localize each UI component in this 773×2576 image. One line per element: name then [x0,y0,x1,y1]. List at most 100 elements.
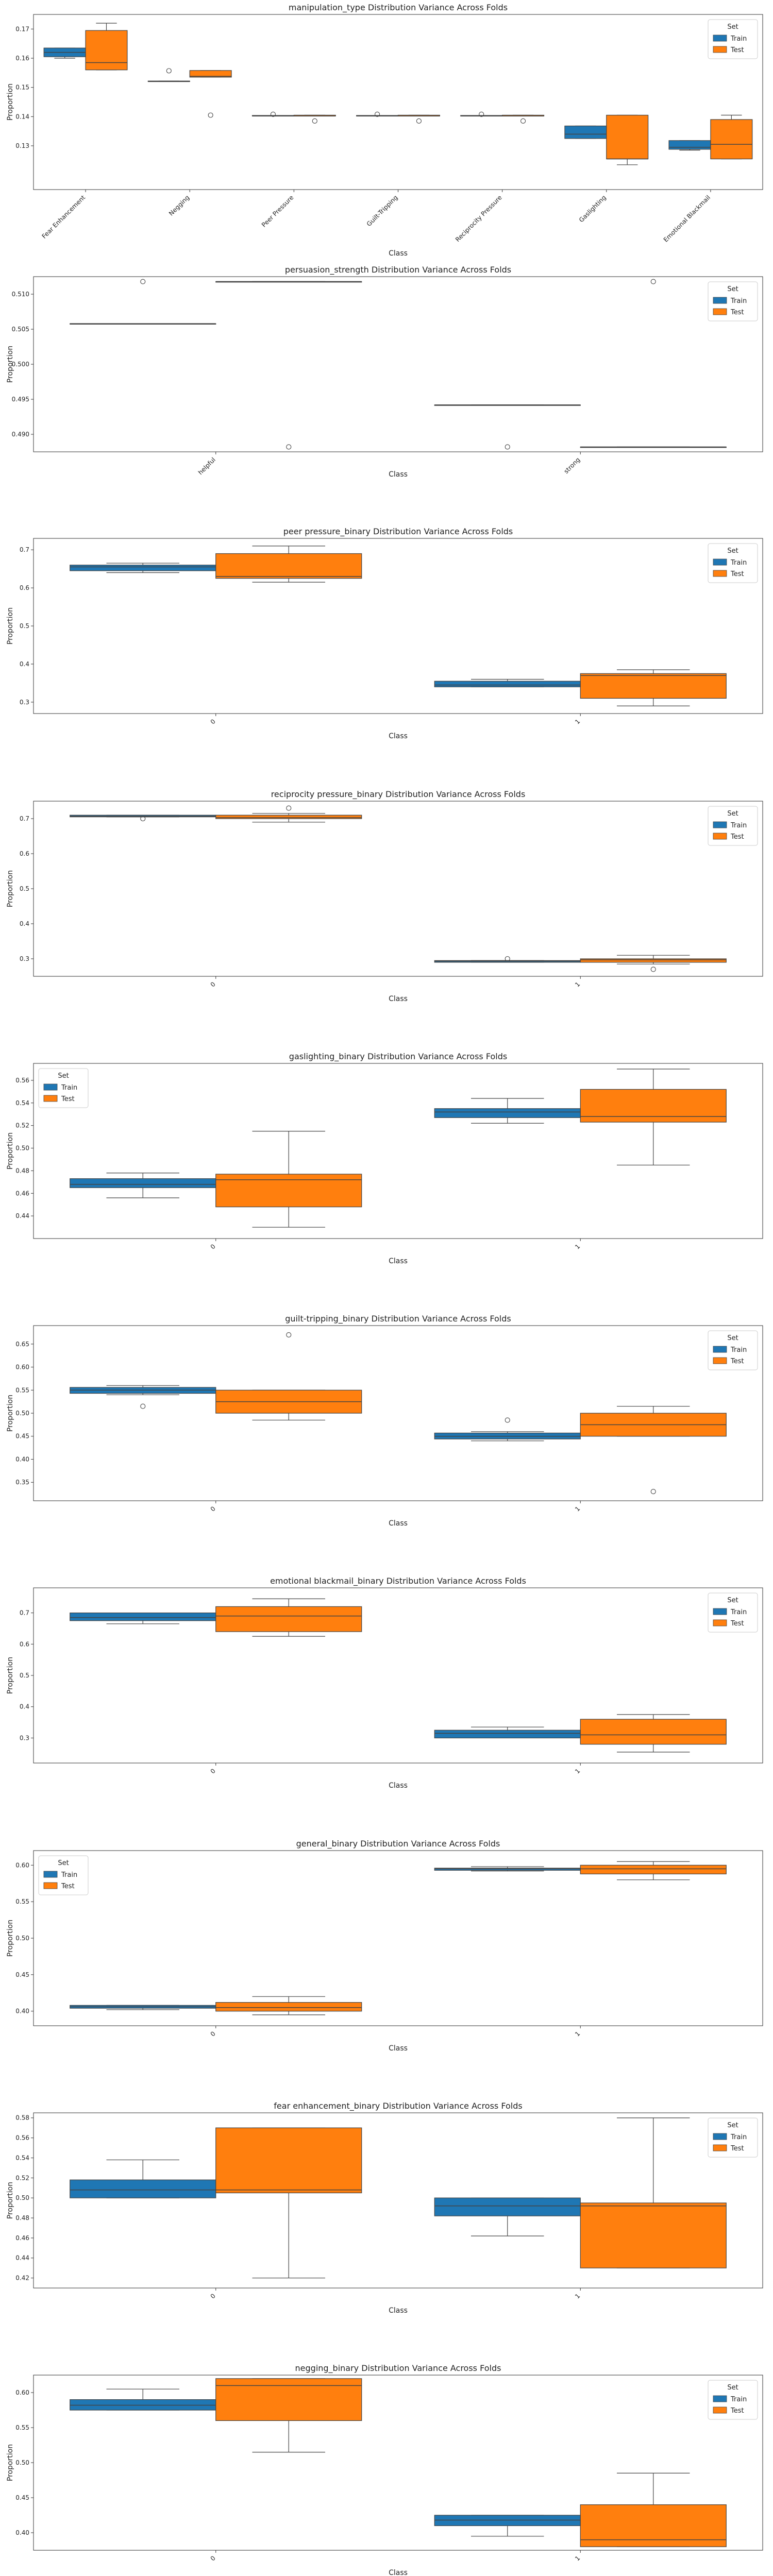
chart-panel: guilt-tripping_binary Distribution Varia… [6,1314,763,1528]
outlier-point [650,1489,656,1495]
x-tick-label: 0 [209,2554,217,2562]
box-body [580,673,727,699]
chart-panel: negging_binary Distribution Variance Acr… [6,2363,763,2576]
outlier-point [140,816,146,822]
y-tick-label: 0.55 [15,2424,29,2431]
y-tick-label: 0.60 [15,1861,29,1869]
box-test-1 [580,669,727,706]
y-tick-label: 0.44 [15,1212,29,1219]
legend: Set Train Test [708,281,758,321]
y-axis-label: Proportion [6,1920,14,1957]
box-body [70,1612,216,1621]
y-tick-label: 0.60 [15,2389,29,2396]
y-tick-label: 0.6 [20,850,29,857]
box-body [215,1174,362,1208]
legend-label-test: Test [61,1095,75,1103]
box-test-0 [215,1598,362,1637]
x-axis-label: Class [389,1782,408,1790]
outlier-point [208,112,213,118]
legend-label-train: Train [730,822,747,829]
box-body [580,2504,727,2547]
legend-label-test: Test [730,833,744,841]
x-axis-label: Class [389,995,408,1003]
x-tick-label: 0 [209,980,217,988]
box-test-3 [397,114,440,124]
box-test-1 [580,1861,727,1880]
chart-panel: emotional blackmail_binary Distribution … [6,1576,763,1790]
box-body [215,553,362,579]
box-test-0 [215,2127,362,2279]
box-test-5 [606,114,649,165]
box-body [70,565,216,571]
y-tick-label: 0.500 [12,361,29,368]
legend-label-train: Train [730,2133,747,2141]
y-tick-label: 0.52 [15,1122,29,1129]
y-tick-label: 0.56 [15,2134,29,2142]
legend-title: Set [727,23,738,31]
legend-swatch-test [713,1619,727,1626]
x-tick-label: Negging [167,194,191,217]
legend-title: Set [727,2384,738,2392]
box-body [70,1178,216,1188]
legend-swatch-test [43,1882,58,1889]
box-train-1 [434,1098,581,1124]
legend-swatch-train [713,35,727,42]
box-train-1 [434,404,581,450]
outlier-point [286,805,292,811]
legend-swatch-test [43,1095,58,1102]
chart-title: persuasion_strength Distribution Varianc… [285,265,511,275]
y-tick-label: 0.65 [15,1341,29,1348]
box-train-1 [434,2197,581,2236]
box-test-0 [215,1996,362,2015]
y-axis-label: Proportion [6,2182,14,2219]
chart-panel: manipulation_type Distribution Variance … [6,3,763,258]
x-axis-label: Class [389,2307,408,2315]
chart-title: gaslighting_binary Distribution Variance… [289,1052,507,1062]
box-train-0 [70,1612,216,1624]
y-tick-label: 0.13 [15,142,29,149]
y-tick-label: 0.15 [15,84,29,91]
y-axis-label: Proportion [6,346,14,383]
y-tick-label: 0.4 [20,660,29,668]
box-train-1 [434,679,581,687]
y-tick-label: 0.50 [15,2194,29,2201]
legend-swatch-test [713,2406,727,2414]
y-tick-label: 0.6 [20,1640,29,1648]
box-train-1 [434,1726,581,1739]
x-tick-label: Guilt-Tripping [365,194,399,228]
plot-frame [33,276,763,452]
legend-label-test: Test [61,1883,75,1890]
box-train-3 [356,111,399,117]
y-tick-label: 0.510 [12,291,29,298]
x-tick-label: 0 [209,1767,217,1775]
y-tick-label: 0.50 [15,1935,29,1942]
box-train-0 [70,1385,216,1409]
legend-swatch-train [713,821,727,828]
box-test-1 [580,2117,727,2268]
box-body [580,2202,727,2268]
x-tick-label: Reciprocity Pressure [454,194,503,243]
y-tick-label: 0.46 [15,1190,29,1197]
chart-title: guilt-tripping_binary Distribution Varia… [285,1314,511,1324]
box-test-0 [215,1332,362,1421]
box-train-0 [43,47,86,59]
box-test-0 [215,546,362,583]
legend-title: Set [58,1072,69,1080]
box-test-0 [215,1131,362,1228]
y-tick-label: 0.490 [12,431,29,438]
x-tick-label: 1 [574,1243,581,1250]
outlier-point [505,956,510,962]
y-tick-label: 0.52 [15,2174,29,2181]
outlier-point [505,444,510,450]
y-tick-label: 0.4 [20,920,29,927]
legend-title: Set [727,2122,738,2129]
chart-title: manipulation_type Distribution Variance … [289,3,508,13]
legend-swatch-test [713,46,727,53]
outlier-point [520,118,526,124]
legend-swatch-train [713,1346,727,1353]
y-tick-label: 0.16 [15,55,29,62]
plot-frame [33,14,763,190]
box-body [434,2197,581,2216]
outlier-point [416,118,422,124]
